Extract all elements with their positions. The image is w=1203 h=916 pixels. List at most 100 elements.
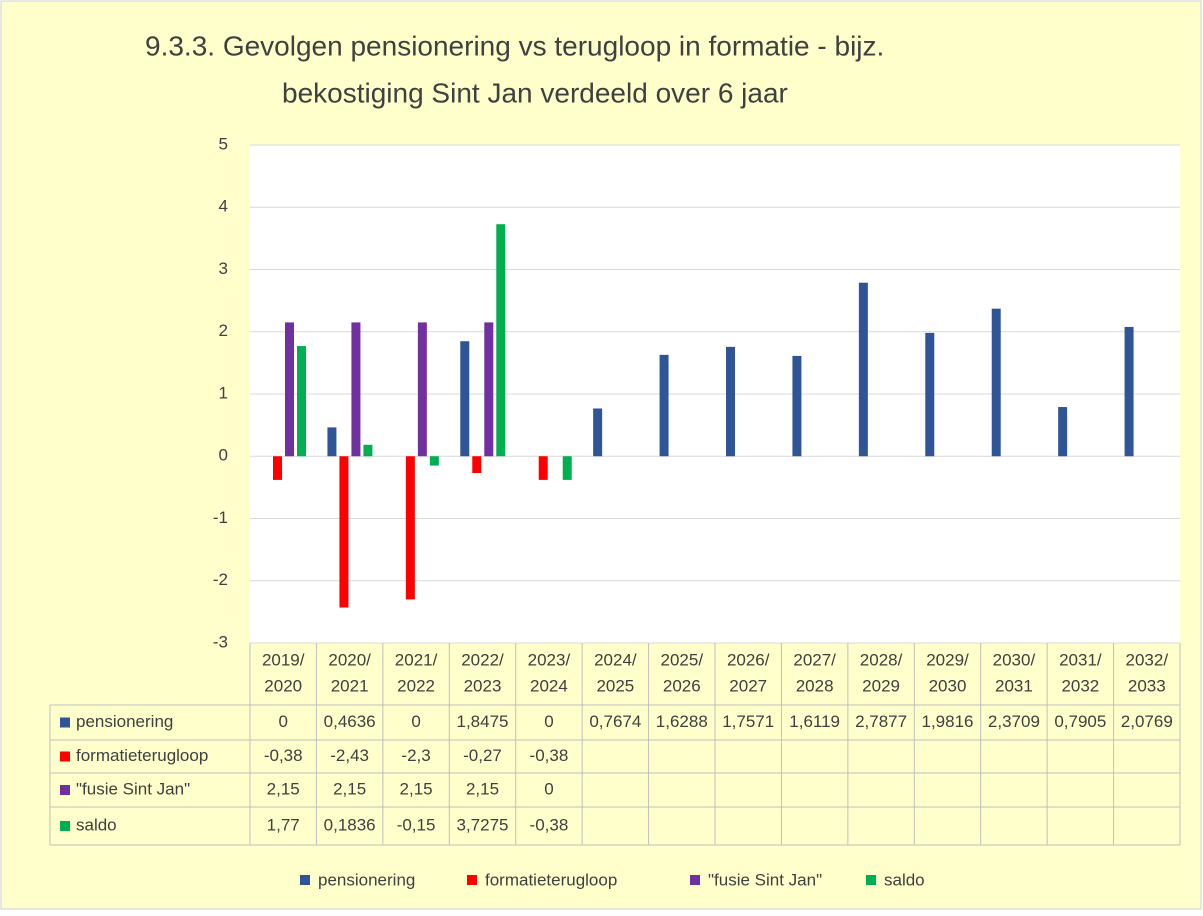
table-value: 2,15 bbox=[466, 779, 499, 798]
bar bbox=[351, 322, 361, 457]
legend-label: saldo bbox=[884, 870, 925, 889]
y-tick-label: 2 bbox=[219, 321, 228, 340]
chart-title: 9.3.3. Gevolgen pensionering vs terugloo… bbox=[145, 30, 884, 61]
x-tick-label: 2020/ bbox=[328, 650, 371, 669]
x-tick-label: 2023 bbox=[464, 676, 502, 695]
x-tick-label: 2029/ bbox=[926, 650, 969, 669]
y-tick-label: 4 bbox=[219, 197, 228, 216]
chart-title: bekostiging Sint Jan verdeeld over 6 jaa… bbox=[282, 77, 788, 108]
legend-key bbox=[690, 875, 700, 885]
bar bbox=[405, 456, 415, 600]
bar bbox=[925, 332, 935, 457]
y-tick-label: -2 bbox=[213, 570, 228, 589]
x-tick-label: 2025 bbox=[596, 676, 634, 695]
x-tick-label: 2031 bbox=[995, 676, 1033, 695]
table-value: 0 bbox=[278, 712, 287, 731]
bar bbox=[339, 456, 349, 608]
x-tick-label: 2027/ bbox=[793, 650, 836, 669]
table-value: -2,3 bbox=[401, 746, 430, 765]
table-value: 1,6288 bbox=[656, 712, 708, 731]
y-tick-label: -1 bbox=[213, 508, 228, 527]
x-tick-label: 2029 bbox=[862, 676, 900, 695]
legend-key bbox=[300, 875, 310, 885]
table-legend-key bbox=[60, 785, 70, 795]
table-value: -0,38 bbox=[530, 746, 569, 765]
table-value: -0,38 bbox=[264, 746, 303, 765]
x-tick-label: 2023/ bbox=[528, 650, 571, 669]
x-tick-label: 2021 bbox=[331, 676, 369, 695]
table-value: 3,7275 bbox=[457, 815, 509, 834]
table-value: 0,4636 bbox=[324, 712, 376, 731]
table-value: 0 bbox=[411, 712, 420, 731]
bar bbox=[858, 282, 868, 457]
bar bbox=[496, 224, 506, 457]
table-value: 1,9816 bbox=[922, 712, 974, 731]
table-series-name: "fusie Sint Jan" bbox=[76, 779, 190, 798]
y-tick-label: 3 bbox=[219, 259, 228, 278]
table-value: 0 bbox=[544, 779, 553, 798]
table-legend-key bbox=[60, 821, 70, 831]
bar bbox=[429, 456, 439, 466]
table-value: -0,15 bbox=[397, 815, 436, 834]
bar bbox=[285, 322, 294, 457]
table-value: 0,7905 bbox=[1054, 712, 1106, 731]
table-value: 0,1836 bbox=[324, 815, 376, 834]
y-tick-label: 0 bbox=[219, 446, 228, 465]
x-tick-label: 2027 bbox=[729, 676, 767, 695]
x-tick-label: 2032 bbox=[1061, 676, 1099, 695]
table-value: 1,8475 bbox=[457, 712, 509, 731]
x-tick-label: 2032/ bbox=[1126, 650, 1169, 669]
x-tick-label: 2019/ bbox=[262, 650, 305, 669]
table-value: 1,77 bbox=[267, 815, 300, 834]
x-tick-label: 2028/ bbox=[860, 650, 903, 669]
x-tick-label: 2033 bbox=[1128, 676, 1166, 695]
x-tick-label: 2026 bbox=[663, 676, 701, 695]
x-tick-label: 2022/ bbox=[461, 650, 504, 669]
table-value: 0,7674 bbox=[589, 712, 641, 731]
table-value: 2,15 bbox=[400, 779, 433, 798]
x-tick-label: 2022 bbox=[397, 676, 435, 695]
x-tick-label: 2028 bbox=[796, 676, 834, 695]
bar bbox=[562, 456, 572, 480]
legend-key bbox=[467, 875, 477, 885]
bar bbox=[1058, 407, 1068, 457]
bar bbox=[460, 341, 470, 457]
table-value: -0,27 bbox=[463, 746, 502, 765]
x-tick-label: 2031/ bbox=[1059, 650, 1102, 669]
legend-label: pensionering bbox=[318, 870, 415, 889]
legend-label: "fusie Sint Jan" bbox=[708, 870, 822, 889]
y-tick-label: 5 bbox=[219, 134, 228, 153]
bar bbox=[792, 355, 802, 457]
x-tick-label: 2025/ bbox=[661, 650, 704, 669]
bar bbox=[363, 444, 373, 457]
bar bbox=[417, 322, 427, 457]
table-series-name: saldo bbox=[76, 815, 117, 834]
x-tick-label: 2021/ bbox=[395, 650, 438, 669]
y-tick-label: -3 bbox=[213, 632, 228, 651]
x-tick-label: 2024/ bbox=[594, 650, 637, 669]
table-value: 2,15 bbox=[267, 779, 300, 798]
bar bbox=[726, 346, 735, 457]
x-tick-label: 2024 bbox=[530, 676, 568, 695]
table-legend-key bbox=[60, 717, 70, 728]
table-value: 1,7571 bbox=[722, 712, 774, 731]
table-value: 2,15 bbox=[333, 779, 366, 798]
bar bbox=[659, 354, 669, 457]
y-tick-label: 1 bbox=[219, 383, 228, 402]
x-tick-label: 2030/ bbox=[993, 650, 1036, 669]
legend-label: formatieterugloop bbox=[485, 870, 617, 889]
bar bbox=[484, 322, 494, 457]
table-value: -2,43 bbox=[330, 746, 369, 765]
table-value: 0 bbox=[544, 712, 553, 731]
bar bbox=[327, 427, 337, 457]
table-series-name: pensionering bbox=[76, 712, 173, 731]
bar bbox=[1124, 326, 1134, 457]
table-value: 2,0769 bbox=[1121, 712, 1173, 731]
table-value: 1,6119 bbox=[789, 712, 840, 731]
x-tick-label: 2020 bbox=[264, 676, 302, 695]
table-value: 2,3709 bbox=[988, 712, 1040, 731]
table-value: 2,7877 bbox=[855, 712, 907, 731]
bar bbox=[991, 308, 1001, 457]
